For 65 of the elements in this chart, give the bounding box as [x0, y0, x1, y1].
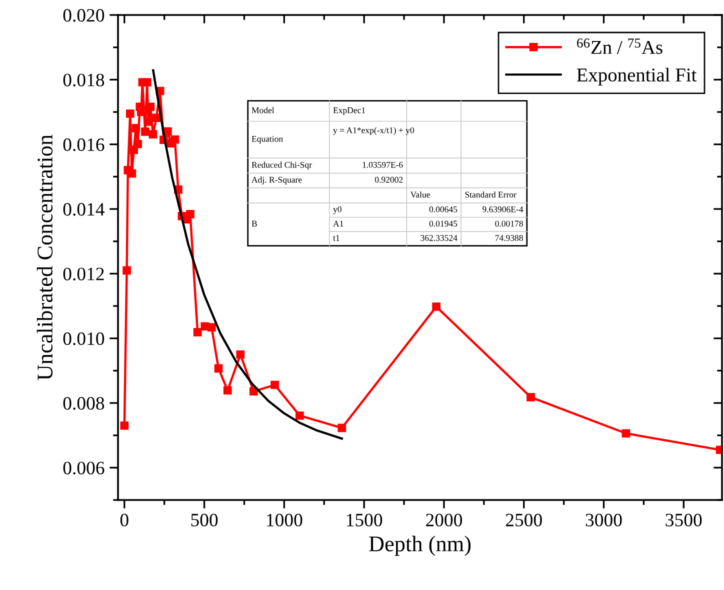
point: [270, 380, 279, 390]
point: [526, 393, 535, 402]
x-tick-label: 500: [191, 514, 218, 526]
point: [207, 323, 216, 332]
y-tick-label: 0.016: [63, 138, 104, 152]
y-tick-label: 0.020: [63, 9, 104, 22]
annotation: Reduced Chi-Sqr: [252, 162, 312, 170]
point: [148, 130, 158, 138]
annotation: Model: [252, 107, 274, 114]
y-tick-label: 0.010: [63, 332, 104, 346]
point: [186, 210, 194, 218]
point: [132, 124, 140, 132]
annotation: 0.00178: [495, 220, 523, 227]
x-tick-label: 1500: [346, 514, 382, 526]
annotation: Standard Error: [465, 191, 516, 198]
point: [296, 411, 304, 420]
point: [223, 386, 232, 395]
point: [126, 109, 134, 118]
point: [134, 140, 142, 148]
annotation: y = A1*exp(-x/t1) + y0: [333, 127, 414, 136]
point: [193, 328, 202, 336]
point: [142, 78, 152, 86]
point: [152, 114, 161, 122]
point: [622, 429, 630, 438]
y-tick-label: 0.008: [63, 397, 104, 410]
annotation: A1: [333, 220, 344, 227]
point: [170, 135, 180, 144]
point: [236, 350, 245, 359]
annotation: t1: [333, 235, 340, 241]
point: [120, 421, 129, 430]
y-tick-label: 0.014: [63, 203, 105, 216]
point: [164, 127, 172, 136]
legend-label: Exponential Fit: [576, 68, 697, 86]
annotation: 0.01945: [429, 220, 458, 227]
annotation: 0.00645: [429, 206, 458, 212]
annotation: 9.63906E-4: [482, 206, 524, 212]
point: [249, 387, 258, 396]
x-tick-label: 2500: [506, 514, 542, 526]
annotation: 1.03597E-6: [362, 162, 403, 168]
point: [432, 302, 440, 311]
annotation: 362.33524: [420, 235, 458, 241]
y-tick-label: 0.006: [63, 462, 104, 474]
x-tick-label: 0: [120, 514, 128, 526]
x-tick-label: 3000: [586, 514, 622, 526]
legend-label: $^{66}$Zn / $^{75}$As: [577, 38, 662, 54]
annotation: 0.92002: [374, 176, 403, 183]
annotation: y0: [333, 206, 342, 214]
point: [122, 266, 131, 275]
annotation: ExpDec1: [333, 107, 366, 116]
point: [214, 364, 223, 373]
annotation: Value: [410, 191, 430, 198]
annotation: Adj. R-Square: [252, 176, 302, 184]
y-tick-label: 0.018: [63, 74, 104, 86]
annotation: Equation: [252, 136, 283, 144]
y-axis-title: Uncalibrated Concentration: [36, 134, 53, 380]
y-tick-label: 0.012: [63, 268, 104, 280]
x-tick-label: 2000: [426, 514, 462, 526]
x-tick-label: 1000: [267, 514, 302, 526]
x-axis-title: Depth (nm): [369, 536, 471, 556]
point: [140, 128, 150, 136]
point: [128, 169, 136, 178]
annotation: 74.9388: [495, 234, 523, 241]
x-tick-label: 3500: [666, 514, 702, 526]
point: [338, 424, 346, 432]
annotation: B: [252, 220, 257, 227]
